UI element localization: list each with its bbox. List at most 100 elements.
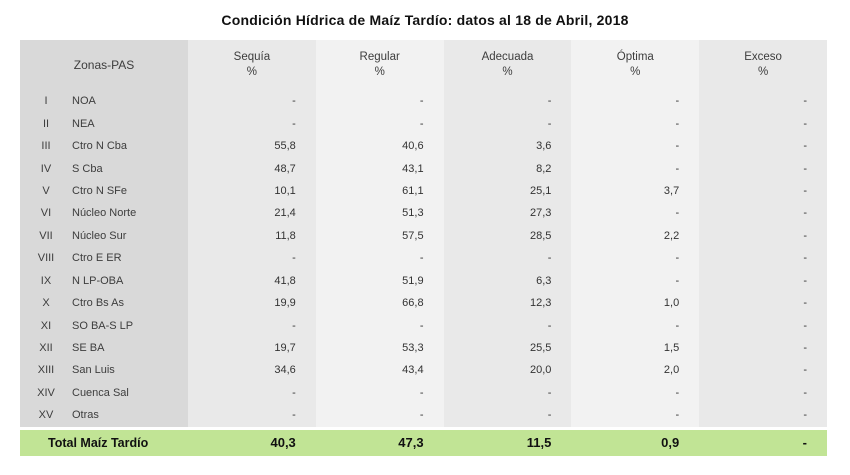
zones-column-header-label: Zonas-PAS bbox=[73, 57, 135, 72]
zone-cell: X Ctro Bs As bbox=[20, 291, 188, 315]
value-cell: - bbox=[315, 381, 444, 405]
value-cell: - bbox=[188, 112, 316, 135]
table-row: XIII San Luis 34,6 43,4 20,0 2,0- bbox=[20, 359, 827, 382]
zone-cell: VI Núcleo Norte bbox=[20, 202, 188, 225]
value-cell: - bbox=[571, 112, 700, 135]
value-cell: - bbox=[571, 247, 700, 270]
table-row: IV S Cba 48,7 43,1 8,2- - bbox=[20, 157, 827, 180]
zone-numeral: XI bbox=[40, 319, 52, 332]
zone-numeral: IX bbox=[40, 274, 52, 287]
zone-numeral: VII bbox=[39, 229, 53, 242]
value-cell: 51,3 bbox=[315, 202, 444, 225]
table-body: I NOA ----- II NEA ----- III Ctro N Cba … bbox=[20, 90, 827, 427]
value-cell: - bbox=[571, 157, 700, 180]
zone-cell: XII SE BA bbox=[20, 336, 188, 360]
value-cell: - bbox=[699, 90, 827, 113]
zone-cell: IV S Cba bbox=[20, 157, 188, 180]
zone-numeral: I bbox=[44, 95, 48, 108]
zone-name: Ctro N Cba bbox=[72, 140, 128, 153]
value-cell: - bbox=[571, 134, 700, 158]
zone-numeral: III bbox=[41, 140, 51, 153]
value-cell: 10,1 bbox=[188, 179, 316, 203]
zone-name: SO BA-S LP bbox=[72, 319, 134, 332]
value-cell: 2,0 bbox=[571, 359, 700, 382]
value-cell: - bbox=[699, 291, 827, 315]
value-cell: - bbox=[699, 112, 827, 135]
value-cell: 25,5 bbox=[443, 336, 572, 360]
row-separator bbox=[20, 426, 827, 430]
value-cell: - bbox=[188, 381, 316, 405]
value-cell: - bbox=[188, 247, 316, 270]
column-header-unit: % bbox=[502, 66, 513, 78]
zone-cell: VIII Ctro E ER bbox=[20, 247, 188, 270]
column-header-label: Óptima bbox=[616, 51, 654, 63]
value-cell: - bbox=[699, 247, 827, 270]
value-cell: - bbox=[443, 404, 572, 427]
value-cell: - bbox=[188, 314, 316, 337]
value-cell: - bbox=[315, 247, 444, 270]
value-cell: 20,0 bbox=[443, 359, 572, 382]
total-row: Total Maíz Tardío 40,3 47,3 11,5 0,9 - bbox=[20, 429, 827, 456]
value-cell: - bbox=[699, 224, 827, 248]
value-cell: 48,7 bbox=[188, 157, 316, 180]
value-cell: - bbox=[188, 404, 316, 427]
zone-numeral: V bbox=[42, 184, 50, 197]
zone-name: Núcleo Norte bbox=[72, 207, 137, 220]
zone-name: Otras bbox=[72, 409, 99, 422]
value-cell: - bbox=[315, 90, 444, 113]
zone-numeral: XII bbox=[39, 342, 53, 355]
value-cell: - bbox=[571, 314, 700, 337]
value-cell: - bbox=[571, 381, 700, 405]
table-row: VIII Ctro E ER ----- bbox=[20, 247, 827, 270]
value-cell: 1,5 bbox=[571, 336, 700, 360]
value-cell: - bbox=[315, 112, 444, 135]
value-cell: 19,7 bbox=[188, 336, 316, 360]
value-cell: - bbox=[443, 381, 572, 405]
zone-cell: IX N LP-OBA bbox=[20, 269, 188, 292]
page-title: Condición Hídrica de Maíz Tardío: datos … bbox=[221, 12, 629, 28]
table-row: XIV Cuenca Sal ----- bbox=[20, 381, 827, 405]
water-condition-table: Zonas-PAS Sequía % Regular % Adecuada % … bbox=[20, 40, 827, 456]
total-label: Total Maíz Tardío bbox=[48, 435, 149, 450]
value-cell: 55,8 bbox=[188, 134, 316, 158]
table-row: XII SE BA 19,7 53,3 25,5 1,5- bbox=[20, 336, 827, 360]
value-cell: 12,3 bbox=[443, 291, 572, 315]
value-cell: 43,4 bbox=[315, 359, 444, 382]
value-cell: 53,3 bbox=[315, 336, 444, 360]
zone-cell: XIV Cuenca Sal bbox=[20, 381, 188, 405]
zone-numeral: VI bbox=[40, 207, 52, 220]
value-cell: - bbox=[699, 359, 827, 382]
zone-cell: XI SO BA-S LP bbox=[20, 314, 188, 337]
value-cell: - bbox=[699, 404, 827, 427]
column-header-regular: Regular % bbox=[315, 40, 444, 90]
value-cell: - bbox=[699, 202, 827, 225]
zone-cell: VII Núcleo Sur bbox=[20, 224, 188, 248]
column-header-label: Sequía bbox=[233, 51, 271, 63]
value-cell: - bbox=[699, 179, 827, 203]
column-header-unit: % bbox=[246, 66, 258, 78]
zones-column-header: Zonas-PAS bbox=[20, 40, 188, 90]
table-row: VI Núcleo Norte 21,4 51,3 27,3- - bbox=[20, 202, 827, 225]
value-cell: 27,3 bbox=[443, 202, 572, 225]
zone-numeral: XIV bbox=[37, 386, 55, 399]
value-cell: 34,6 bbox=[188, 359, 316, 382]
value-cell: - bbox=[699, 269, 827, 292]
value-cell: 11,8 bbox=[188, 224, 316, 248]
value-cell: 66,8 bbox=[315, 291, 444, 315]
column-header-label: Exceso bbox=[744, 51, 782, 63]
value-cell: - bbox=[571, 404, 700, 427]
total-value: 40,3 bbox=[270, 435, 296, 451]
zone-cell: V Ctro N SFe bbox=[20, 179, 188, 203]
zone-cell: XV Otras bbox=[20, 404, 188, 427]
zone-name: Núcleo Sur bbox=[72, 229, 127, 242]
zone-name: N LP-OBA bbox=[72, 274, 124, 287]
value-cell: - bbox=[443, 247, 572, 270]
column-header-adecuada: Adecuada % bbox=[443, 40, 572, 90]
total-value: 47,3 bbox=[398, 435, 424, 451]
zone-name: NOA bbox=[72, 95, 96, 108]
value-cell: - bbox=[699, 134, 827, 158]
table-row: VII Núcleo Sur 11,8 57,5 28,5 2,2- bbox=[20, 224, 827, 248]
value-cell: - bbox=[699, 157, 827, 180]
value-cell: 41,8 bbox=[188, 269, 316, 292]
